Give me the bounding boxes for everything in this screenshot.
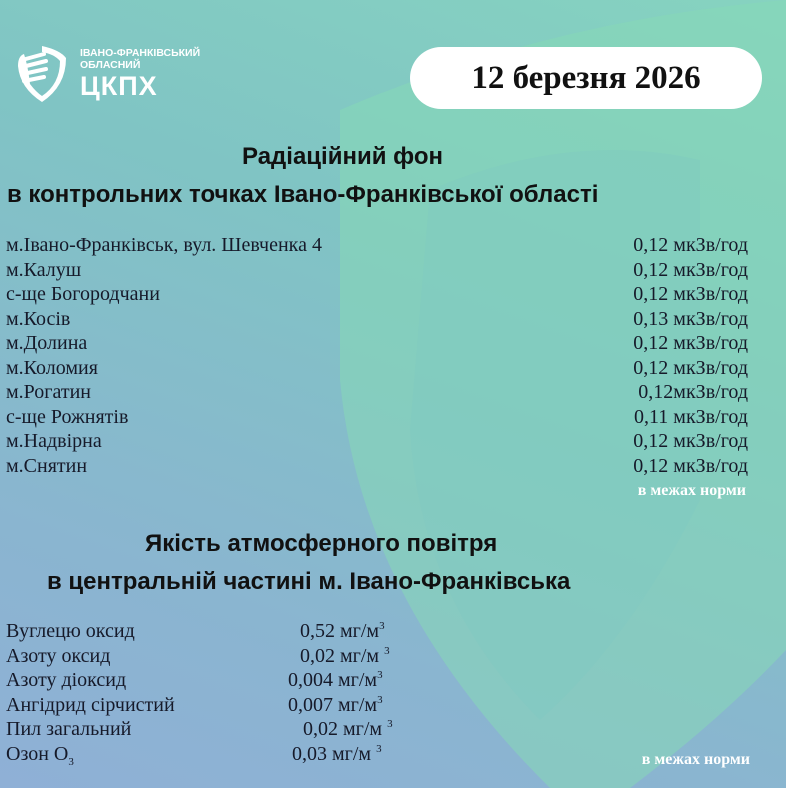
radiation-place: м.Калуш bbox=[6, 258, 82, 281]
air-pollutant-name: Пил загальний bbox=[6, 718, 132, 740]
logo-line1: ІВАНО-ФРАНКІВСЬКИЙ bbox=[80, 47, 201, 59]
air-name-subscript: 3 bbox=[68, 755, 74, 768]
air-value: 0,004 мг/м3 bbox=[288, 669, 383, 692]
air-value-text: 0,52 мг/м bbox=[300, 620, 380, 642]
air-value: 0,03 мг/м 3 bbox=[292, 743, 382, 766]
air-value: 0,02 мг/м 3 bbox=[303, 718, 393, 741]
unit-superscript: 3 bbox=[387, 718, 393, 730]
air-value-text: 0,03 мг/м bbox=[292, 742, 377, 765]
radiation-value: 0,12 мкЗв/год bbox=[633, 430, 748, 452]
radiation-place: м.Косів bbox=[6, 307, 71, 330]
air-pollutant-name: Азоту оксид bbox=[6, 644, 111, 667]
unit-superscript: 3 bbox=[379, 620, 385, 632]
radiation-value: 0,12 мкЗв/год bbox=[633, 283, 748, 305]
air-value-text: 0,02 мг/м bbox=[300, 644, 385, 667]
air-pollutant: Пил загальний bbox=[6, 718, 131, 741]
air-pollutant: Озон О3 bbox=[6, 743, 74, 768]
air-pollutant-name: Ангідрид сірчистий bbox=[6, 693, 175, 716]
radiation-value: 0,12 мкЗв/год bbox=[633, 234, 748, 256]
air-pollutant-name: Озон О bbox=[6, 742, 69, 765]
radiation-value: 0,13 мкЗв/год bbox=[633, 307, 748, 330]
date-badge: 12 березня 2026 bbox=[410, 47, 762, 109]
air-pollutant: Азоту оксид bbox=[6, 645, 110, 668]
air-value: 0,02 мг/м 3 bbox=[300, 645, 390, 668]
radiation-value: 0,12 мкЗв/год bbox=[633, 356, 748, 379]
air-pollutant: Ангідрид сірчистий bbox=[6, 694, 175, 717]
air-pollutant: Вуглецю оксид bbox=[6, 620, 135, 643]
radiation-place: м.Коломия bbox=[6, 356, 98, 379]
radiation-value: 0,12мкЗв/год bbox=[638, 381, 748, 403]
radiation-title-line2: в контрольних точках Івано-Франківської … bbox=[7, 181, 599, 208]
radiation-place: м.Рогатин bbox=[6, 381, 91, 403]
unit-superscript: 3 bbox=[377, 693, 383, 706]
air-value-text: 0,02 мг/м bbox=[303, 718, 388, 740]
radiation-place: м.Івано-Франківськ, вул. Шевченка 4 bbox=[6, 234, 322, 256]
unit-superscript: 3 bbox=[376, 742, 382, 755]
air-status: в межах норми bbox=[641, 751, 750, 768]
logo: ІВАНО-ФРАНКІВСЬКИЙ ОБЛАСНИЙ ЦКПХ bbox=[14, 44, 200, 104]
shield-watermark-icon bbox=[340, 0, 786, 788]
radiation-place: м.Снятин bbox=[6, 454, 88, 477]
air-pollutant: Азоту діоксид bbox=[6, 669, 126, 692]
logo-main: ЦКПХ bbox=[80, 71, 158, 101]
unit-superscript: 3 bbox=[377, 669, 383, 681]
shield-logo-icon bbox=[18, 46, 66, 102]
radiation-place: м.Надвірна bbox=[6, 430, 102, 452]
air-value-text: 0,004 мг/м bbox=[288, 669, 378, 691]
air-value-text: 0,007 мг/м bbox=[288, 693, 378, 716]
air-value: 0,52 мг/м3 bbox=[300, 620, 385, 643]
unit-superscript: 3 bbox=[384, 644, 390, 657]
air-title-line1: Якість атмосферного повітря bbox=[145, 530, 498, 557]
radiation-place: м.Долина bbox=[6, 332, 88, 354]
air-value: 0,007 мг/м3 bbox=[288, 694, 383, 717]
radiation-place: с-ще Богородчани bbox=[6, 283, 160, 305]
air-title-line2: в центральній частині м. Івано-Франківсь… bbox=[47, 568, 571, 595]
radiation-title-line1: Радіаційний фон bbox=[242, 143, 443, 170]
radiation-place: с-ще Рожнятів bbox=[6, 405, 129, 428]
radiation-status: в межах норми bbox=[637, 482, 746, 499]
radiation-value: 0,12 мкЗв/год bbox=[633, 454, 748, 477]
logo-line2: ОБЛАСНИЙ bbox=[80, 59, 141, 71]
air-pollutant-name: Вуглецю оксид bbox=[6, 620, 135, 642]
air-pollutant-name: Азоту діоксид bbox=[6, 669, 127, 691]
radiation-value: 0,12 мкЗв/год bbox=[633, 332, 748, 354]
radiation-value: 0,12 мкЗв/год bbox=[633, 258, 748, 281]
radiation-value: 0,11 мкЗв/год bbox=[634, 405, 748, 428]
